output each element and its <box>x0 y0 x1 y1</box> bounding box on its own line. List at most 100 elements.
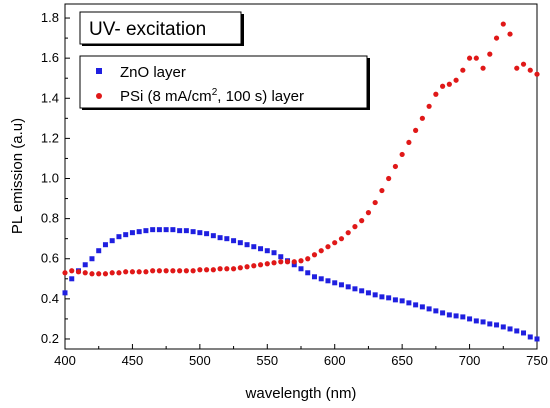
data-point-psi <box>75 269 82 275</box>
data-point-psi <box>305 256 311 262</box>
data-point-psi <box>129 269 136 275</box>
data-point-psi <box>257 262 264 268</box>
data-point-zno <box>109 238 115 244</box>
data-point-zno <box>446 312 452 318</box>
data-point-psi <box>230 266 237 272</box>
data-point-zno <box>527 334 533 340</box>
data-point-zno <box>534 336 540 342</box>
data-point-psi <box>291 259 297 265</box>
legend-shadow-bottom <box>82 108 370 110</box>
legend-marker-zno <box>96 68 102 74</box>
data-point-zno <box>487 321 493 327</box>
data-point-zno <box>204 231 210 237</box>
legend-label-psi-main: PSi (8 mA/cm <box>120 88 212 105</box>
data-point-zno <box>413 302 419 308</box>
data-point-zno <box>338 282 344 288</box>
data-point-psi <box>433 91 439 97</box>
data-point-psi <box>453 77 459 83</box>
data-point-psi <box>264 261 270 267</box>
y-tick-label: 0.2 <box>41 331 59 346</box>
data-point-zno <box>399 298 405 304</box>
y-tick-label: 1.8 <box>41 10 59 25</box>
series-0 <box>62 227 540 342</box>
data-point-psi <box>507 31 513 37</box>
data-point-zno <box>480 319 486 325</box>
data-point-zno <box>318 276 324 282</box>
data-point-psi <box>62 270 68 276</box>
data-point-zno <box>217 235 223 241</box>
data-point-psi <box>345 230 351 236</box>
data-point-psi <box>520 61 527 67</box>
axes-group: 400 450 500 550 600 650 700 750 0.2 0.4 0.6 0.8 1.0 1… <box>41 10 548 368</box>
legend: ZnO layer PSi (8 mA/cm2, 100 s) layer <box>79 55 370 110</box>
data-point-psi <box>143 269 149 275</box>
data-point-psi <box>493 35 500 41</box>
data-point-psi <box>365 210 372 216</box>
data-point-psi <box>413 127 419 133</box>
data-point-psi <box>197 267 203 273</box>
data-point-zno <box>386 295 392 301</box>
data-point-zno <box>116 234 122 240</box>
y-tick-label: 0.8 <box>41 211 59 226</box>
data-point-psi <box>392 163 398 170</box>
data-point-zno <box>231 238 237 244</box>
data-point-psi <box>298 258 304 264</box>
data-point-zno <box>177 228 183 234</box>
data-point-zno <box>473 318 479 324</box>
data-point-zno <box>89 256 95 262</box>
data-point-psi <box>82 270 88 276</box>
data-point-zno <box>365 290 371 296</box>
data-point-psi <box>372 199 378 206</box>
series-1 <box>62 21 540 277</box>
data-point-zno <box>311 274 317 280</box>
data-point-psi <box>109 270 115 276</box>
data-point-zno <box>359 288 365 294</box>
x-tick-label: 650 <box>391 353 413 368</box>
data-point-psi <box>190 268 196 274</box>
data-point-psi <box>325 244 331 250</box>
data-point-zno <box>82 262 88 268</box>
data-point-psi <box>332 240 338 246</box>
data-point-zno <box>345 284 351 290</box>
data-point-psi <box>102 271 109 277</box>
data-point-zno <box>500 324 506 330</box>
data-point-zno <box>143 228 149 234</box>
data-point-psi <box>359 218 365 224</box>
data-point-psi <box>514 65 520 71</box>
data-point-zno <box>460 314 466 320</box>
data-point-psi <box>183 268 189 274</box>
data-point-zno <box>123 232 129 238</box>
data-point-psi <box>123 269 129 275</box>
data-point-zno <box>298 266 304 272</box>
data-point-zno <box>419 304 425 310</box>
data-point-zno <box>291 262 297 268</box>
data-point-zno <box>224 236 230 242</box>
data-point-zno <box>494 322 500 328</box>
x-tick-label: 500 <box>189 353 211 368</box>
data-point-psi <box>500 21 506 27</box>
data-point-psi <box>237 265 243 271</box>
data-point-zno <box>129 230 135 236</box>
data-point-zno <box>433 308 439 314</box>
data-point-psi <box>406 139 412 146</box>
data-point-psi <box>480 65 486 71</box>
data-point-zno <box>150 227 156 233</box>
data-point-zno <box>278 254 284 260</box>
data-point-psi <box>399 151 405 158</box>
data-point-zno <box>96 248 102 254</box>
data-point-psi <box>251 263 257 269</box>
data-point-zno <box>440 310 446 316</box>
data-point-psi <box>318 248 324 254</box>
data-point-psi <box>278 259 284 265</box>
x-tick-label: 450 <box>122 353 144 368</box>
series-layer <box>62 21 540 342</box>
data-point-psi <box>440 83 446 89</box>
data-point-psi <box>311 252 318 258</box>
x-tick-label: 600 <box>324 353 346 368</box>
data-point-zno <box>406 300 412 306</box>
data-point-zno <box>352 286 358 292</box>
data-point-psi <box>473 55 479 61</box>
data-point-zno <box>305 270 311 276</box>
data-point-zno <box>102 242 108 248</box>
data-point-psi <box>96 271 102 277</box>
